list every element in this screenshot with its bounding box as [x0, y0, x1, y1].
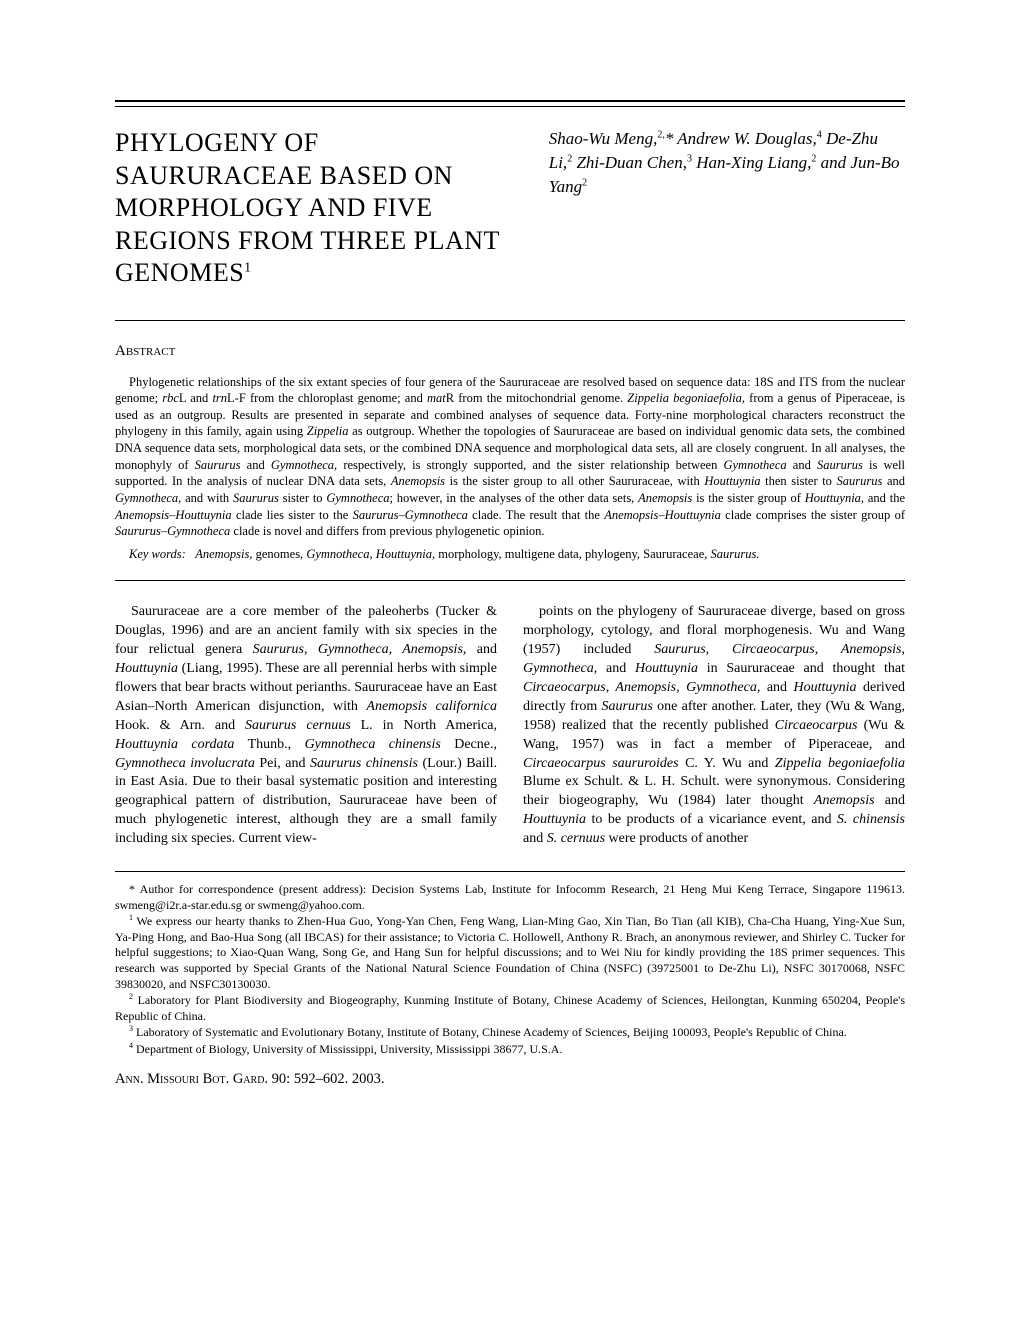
footnote-3: 3 Laboratory of Systematic and Evolution…	[115, 1024, 905, 1041]
keywords-text: Anemopsis, genomes, Gymnotheca, Houttuyn…	[195, 547, 759, 561]
footnote-4: 4 Department of Biology, University of M…	[115, 1041, 905, 1058]
body-columns: Saururaceae are a core member of the pal…	[115, 603, 905, 849]
footnote-sup: 3	[129, 1024, 133, 1033]
title-text: PHYLOGENY OF SAURURACEAE BASED ON MORPHO…	[115, 128, 499, 287]
footnote-3-text: Laboratory of Systematic and Evolutionar…	[136, 1025, 847, 1039]
body-column-right: points on the phylogeny of Saururaceae d…	[523, 603, 905, 849]
footnote-sup: 2	[129, 992, 133, 1001]
body-paragraph: Saururaceae are a core member of the pal…	[115, 603, 497, 849]
keywords-line: Key words: Anemopsis, genomes, Gymnothec…	[115, 546, 905, 563]
footnote-sup: 1	[129, 913, 133, 922]
header-block: PHYLOGENY OF SAURURACEAE BASED ON MORPHO…	[115, 127, 905, 290]
footnote-2: 2 Laboratory for Plant Biodiversity and …	[115, 992, 905, 1024]
keywords-label: Key words:	[129, 547, 186, 561]
rule-top-thin	[115, 106, 905, 107]
abstract-heading: Abstract	[115, 343, 905, 360]
body-paragraph: points on the phylogeny of Saururaceae d…	[523, 603, 905, 849]
title-sup: 1	[244, 260, 252, 275]
footnote-1-text: We express our hearty thanks to Zhen-Hua…	[115, 914, 905, 990]
footnote-4-text: Department of Biology, University of Mis…	[136, 1042, 562, 1056]
rule-top-thick	[115, 100, 905, 102]
body-column-left: Saururaceae are a core member of the pal…	[115, 603, 497, 849]
footnote-correspondence: * Author for correspondence (present add…	[115, 882, 905, 913]
rule-before-footnotes	[115, 871, 905, 872]
footnote-1: 1 We express our hearty thanks to Zhen-H…	[115, 913, 905, 992]
title-column: PHYLOGENY OF SAURURACEAE BASED ON MORPHO…	[115, 127, 509, 290]
footnote-sup: 4	[129, 1041, 133, 1050]
abstract-paragraph: Phylogenetic relationships of the six ex…	[115, 374, 905, 540]
journal-citation: Ann. Missouri Bot. Gard. 90: 592–602. 20…	[115, 1071, 905, 1088]
footnote-2-text: Laboratory for Plant Biodiversity and Bi…	[115, 993, 905, 1023]
rule-after-title	[115, 320, 905, 321]
authors-column: Shao-Wu Meng,2,* Andrew W. Douglas,4 De-…	[549, 127, 905, 290]
rule-after-abstract	[115, 580, 905, 581]
article-title: PHYLOGENY OF SAURURACEAE BASED ON MORPHO…	[115, 127, 509, 290]
footnotes-block: * Author for correspondence (present add…	[115, 882, 905, 1058]
authors-list: Shao-Wu Meng,2,* Andrew W. Douglas,4 De-…	[549, 127, 905, 198]
